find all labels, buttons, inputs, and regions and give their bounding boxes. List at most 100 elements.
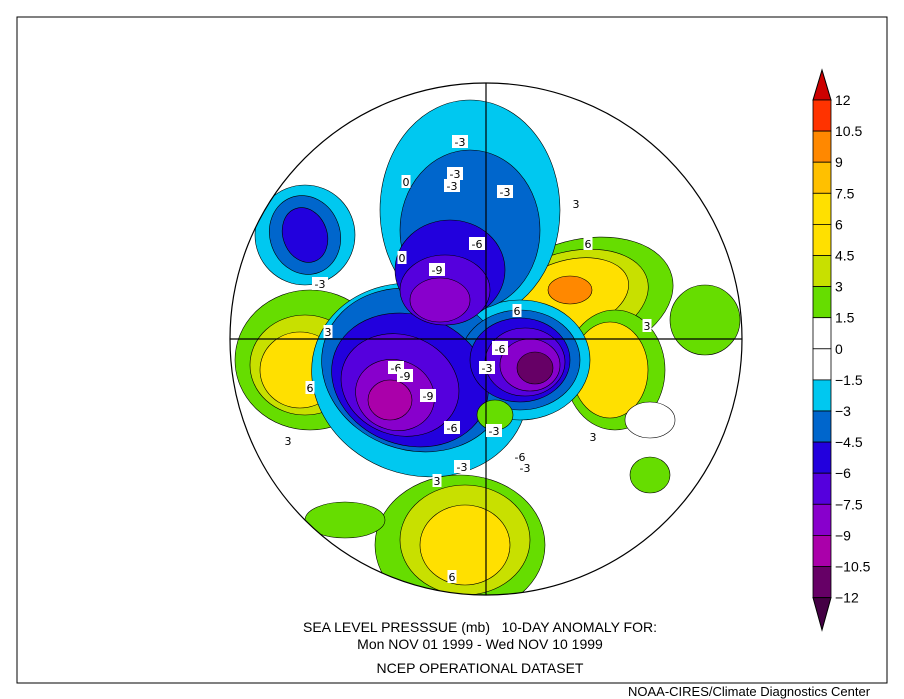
colorbar-tick-label: 0 — [835, 341, 843, 357]
colorbar-swatch — [812, 255, 832, 288]
plot-frame — [16, 16, 888, 684]
contour-label-bg — [420, 389, 436, 402]
contour-label: -3 — [500, 186, 511, 199]
contour-label: 3 — [434, 475, 441, 488]
contour-label: -3 — [457, 461, 468, 474]
contour-label-bg — [571, 197, 581, 210]
colorbar-tick-label: 1.5 — [835, 310, 855, 326]
colorbar-tick-label: −7.5 — [835, 496, 863, 512]
colorbar-tick-label: 10.5 — [835, 123, 862, 139]
contour-label: -3 — [455, 136, 466, 149]
contour-label: -6 — [515, 451, 526, 464]
colorbar-tick-label: −6 — [835, 465, 851, 481]
colorbar-swatch — [812, 535, 832, 567]
colorbar-swatch — [812, 130, 832, 163]
contour-label-bg — [312, 277, 328, 290]
title-line-1: SEA LEVEL PRESSSUE (mb) 10-DAY ANOMALY F… — [302, 619, 657, 635]
colorbar-swatch — [812, 441, 832, 474]
contour-label-bg — [283, 434, 293, 447]
colorbar-tick-label: 7.5 — [835, 185, 855, 201]
contour-label: -6 — [472, 238, 483, 251]
contour-label-bg — [397, 251, 407, 264]
colorbar-tick-label: −4.5 — [835, 434, 863, 450]
anomaly-contour-region — [624, 401, 676, 439]
contour-label-bg — [444, 179, 460, 192]
contour-label: 3 — [285, 435, 292, 448]
contour-label-bg — [469, 237, 485, 250]
dataset-label: NCEP OPERATIONAL DATASET — [376, 660, 584, 676]
contour-label-bg — [452, 135, 468, 148]
colorbar-swatch — [812, 223, 832, 256]
colorbar-tick-label: 12 — [835, 92, 851, 108]
anomaly-contour-region — [516, 351, 554, 385]
contour-label: -9 — [423, 390, 434, 403]
contour-label: 3 — [573, 198, 580, 211]
anomaly-contour-region — [419, 504, 511, 586]
contour-label-bg — [447, 167, 463, 180]
contour-label-bg — [588, 430, 598, 443]
colorbar-swatch — [812, 192, 832, 225]
anomaly-contour-region — [409, 277, 471, 323]
contour-label: -6 — [447, 422, 458, 435]
contour-label-bg — [432, 474, 442, 487]
colorbar-swatch — [812, 286, 832, 319]
anomaly-field — [230, 83, 742, 595]
colorbar-swatch — [812, 472, 832, 505]
anomaly-contour-region — [547, 275, 593, 305]
title-line-2: Mon NOV 01 1999 - Wed NOV 10 1999 — [357, 636, 603, 652]
colorbar-arrow-top — [812, 68, 832, 101]
contour-label: -3 — [447, 180, 458, 193]
contour-label: 3 — [590, 431, 597, 444]
contour-label: -6 — [391, 362, 402, 375]
colorbar-tick-label: 6 — [835, 216, 843, 232]
contour-label: -9 — [432, 264, 443, 277]
anomaly-contour-region — [304, 501, 386, 539]
contour-label-bg — [642, 319, 652, 332]
contour-label-bg — [397, 369, 413, 382]
contour-label-bg — [479, 361, 495, 374]
map-boundary — [229, 82, 743, 596]
contour-label: 6 — [449, 571, 456, 584]
credit-label: NOAA-CIRES/Climate Diagnostics Center — [628, 684, 871, 699]
colorbar-tick-label: −12 — [835, 590, 859, 606]
contour-label: -9 — [400, 370, 411, 383]
contour-label-bg — [401, 175, 411, 188]
contour-label: 3 — [644, 320, 651, 333]
contour-label: -3 — [482, 362, 493, 375]
colorbar-arrow-bottom — [812, 597, 832, 632]
contour-label-bg — [583, 237, 593, 250]
contour-label: -6 — [495, 343, 506, 356]
anomaly-contour-region — [281, 207, 329, 263]
contour-label: -3 — [315, 278, 326, 291]
anomaly-contour-region — [367, 379, 413, 421]
contour-label-bg — [517, 461, 533, 474]
contour-label: 0 — [399, 252, 406, 265]
contour-label-bg — [497, 185, 513, 198]
colorbar-swatch — [812, 348, 832, 381]
colorbar-swatch — [812, 566, 832, 599]
colorbar-swatch — [812, 503, 832, 536]
contour-label: 0 — [403, 176, 410, 189]
anomaly-contour-region — [669, 284, 741, 356]
contour-label: 6 — [514, 305, 521, 318]
contour-label-bg — [305, 381, 315, 394]
colorbar-swatch — [812, 161, 832, 194]
contour-label-bg — [447, 570, 457, 583]
colorbar-tick-label: 9 — [835, 154, 843, 170]
contour-label: -3 — [489, 425, 500, 438]
contour-label-bg — [429, 263, 445, 276]
contour-label: 6 — [307, 382, 314, 395]
colorbar-tick-label: −1.5 — [835, 372, 863, 388]
colorbar-swatch — [812, 379, 832, 412]
contour-label: -3 — [520, 462, 531, 475]
contour-label-bg — [323, 325, 333, 338]
contour-label: -3 — [450, 168, 461, 181]
contour-label-bg — [512, 450, 528, 463]
colorbar-tick-label: 3 — [835, 279, 843, 295]
contour-label-bg — [492, 342, 508, 355]
contour-label-bg — [486, 424, 502, 437]
colorbar-swatch — [812, 410, 832, 443]
colorbar-tick-label: 4.5 — [835, 248, 855, 264]
